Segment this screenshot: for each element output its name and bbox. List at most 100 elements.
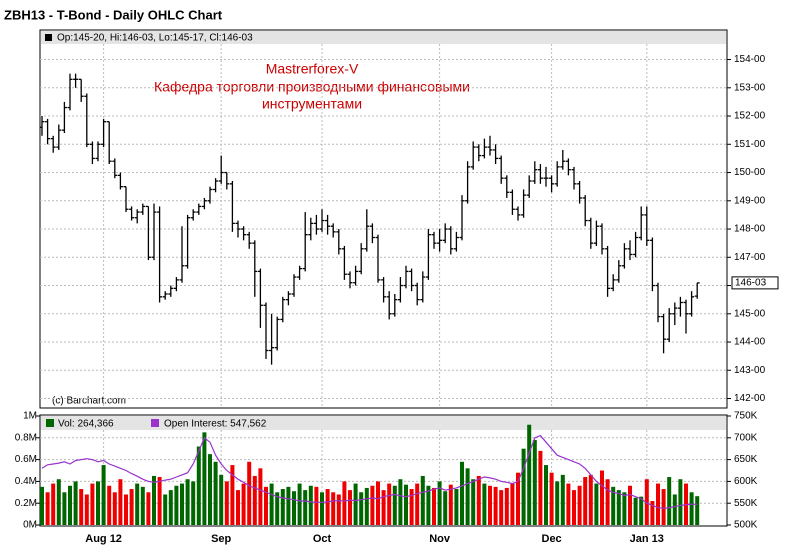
- volume-bar: [90, 483, 95, 525]
- volume-bar: [443, 491, 448, 525]
- y-tick-label: 152-00: [734, 111, 766, 122]
- volume-bar: [684, 483, 688, 525]
- volume-bar: [616, 490, 621, 525]
- volume-bar: [96, 481, 100, 525]
- volume-bar: [476, 475, 481, 525]
- volume-bar: [230, 465, 235, 525]
- volume-bar: [258, 468, 263, 525]
- volume-bar: [376, 481, 380, 525]
- x-tick-label: Dec: [542, 533, 562, 545]
- volume-bar: [297, 483, 302, 525]
- volume-bar: [471, 479, 476, 525]
- annotation: инструментами: [262, 96, 362, 112]
- volume-header: [41, 416, 726, 430]
- volume-bar: [40, 486, 44, 525]
- volume-bar: [588, 474, 593, 525]
- y-tick-label: 153-00: [734, 82, 766, 93]
- volume-bar: [241, 483, 246, 525]
- volume-bar: [381, 490, 386, 525]
- last-price-label: 146-03: [735, 278, 767, 289]
- y-tick-label: 0.4M: [15, 476, 37, 487]
- volume-bar: [51, 483, 56, 525]
- volume-bar: [426, 485, 431, 525]
- y2-tick-label: 700K: [734, 432, 758, 443]
- volume-bar: [415, 483, 420, 525]
- open-interest-line: [41, 434, 698, 510]
- volume-bar: [661, 489, 666, 525]
- volume-bar: [73, 481, 78, 525]
- x-tick-label: Oct: [313, 533, 332, 545]
- volume-bar: [454, 489, 459, 525]
- y2-tick-label: 500K: [734, 520, 758, 531]
- volume-bar: [348, 490, 352, 525]
- y-tick-label: 149-00: [734, 195, 766, 206]
- volume-bar: [331, 492, 336, 525]
- legend-label: Vol: 264,366: [58, 419, 114, 430]
- volume-bar: [594, 483, 599, 525]
- volume-bar: [168, 490, 173, 525]
- volume-bar: [650, 501, 655, 525]
- volume-bar: [387, 483, 392, 525]
- volume-bar: [112, 492, 117, 525]
- volume-bar: [353, 483, 358, 525]
- volume-bar: [611, 486, 616, 525]
- volume-bar: [521, 448, 526, 525]
- volume-bar: [504, 487, 509, 525]
- watermark: (c) Barchart.com: [52, 396, 126, 407]
- volume-bar: [689, 492, 694, 525]
- volume-bar: [644, 479, 649, 525]
- volume-bar: [622, 492, 627, 525]
- y-tick-label: 145-00: [734, 308, 766, 319]
- volume-bar: [572, 490, 576, 525]
- volume-bar: [510, 483, 515, 525]
- volume-bar: [465, 468, 470, 525]
- volume-bar: [605, 479, 610, 525]
- header-text: Op:145-20, Hi:146-03, Lo:145-17, Cl:146-…: [57, 33, 253, 44]
- volume-bar: [275, 492, 280, 525]
- y-tick-label: 143-00: [734, 365, 766, 376]
- y-tick-label: 0.8M: [15, 432, 37, 443]
- volume-bar: [364, 487, 369, 525]
- volume-bar: [600, 470, 604, 525]
- y-tick-label: 144-00: [734, 337, 766, 348]
- volume-bar: [656, 483, 660, 525]
- volume-bar: [325, 489, 330, 525]
- volume-bar: [577, 485, 582, 525]
- y-tick-label: 0M: [23, 520, 37, 531]
- y2-tick-label: 750K: [734, 411, 758, 422]
- volume-bar: [460, 461, 464, 525]
- volume-bar: [219, 474, 224, 525]
- y-tick-label: 151-00: [734, 139, 766, 150]
- y-tick-label: 154-00: [734, 54, 766, 65]
- volume-bar: [628, 485, 632, 525]
- volume-bar: [213, 461, 218, 525]
- volume-bar: [62, 492, 67, 525]
- volume-bar: [516, 472, 520, 525]
- legend-label: Open Interest: 547,562: [164, 419, 267, 430]
- volume-bar: [185, 479, 190, 525]
- volume-bar: [488, 485, 492, 525]
- volume-bar: [269, 483, 274, 525]
- volume-bar: [56, 479, 61, 525]
- volume-bar: [336, 494, 341, 525]
- volume-bar: [560, 474, 565, 525]
- y-tick-label: 142-00: [734, 393, 766, 404]
- volume-bar: [493, 486, 498, 525]
- header-icon: [45, 34, 52, 41]
- volume-bar: [280, 489, 285, 525]
- volume-bar: [437, 481, 442, 525]
- volume-bar: [68, 485, 72, 525]
- y-tick-label: 150-00: [734, 167, 766, 178]
- volume-bar: [549, 472, 554, 525]
- volume-bar: [555, 481, 560, 525]
- volume-bar: [583, 477, 588, 525]
- volume-bar: [639, 496, 644, 525]
- volume-bar: [342, 481, 347, 525]
- volume-bar: [157, 477, 162, 525]
- volume-bar: [527, 424, 532, 525]
- volume-bar: [359, 492, 364, 525]
- y-tick-label: 0.2M: [15, 498, 37, 509]
- volume-bar: [129, 489, 134, 525]
- volume-bar: [292, 491, 296, 525]
- volume-bar: [392, 485, 397, 525]
